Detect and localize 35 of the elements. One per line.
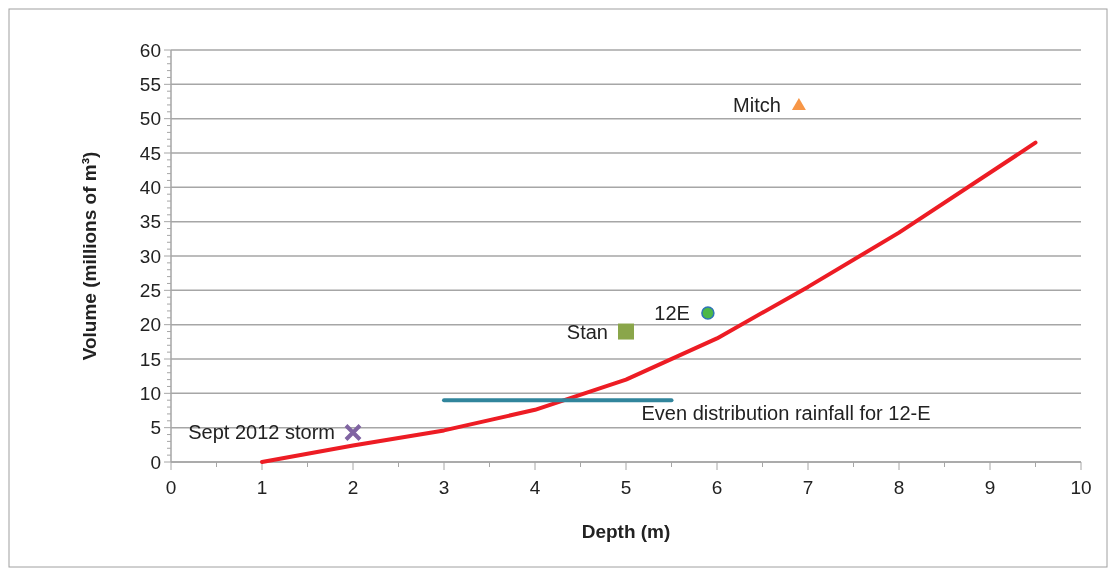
x-tick-label: 4 — [529, 477, 541, 498]
y-tick-label: 50 — [139, 108, 161, 130]
x-tick-label: 6 — [711, 477, 723, 498]
y-tick-label: 40 — [139, 176, 161, 198]
x-tick-label: 7 — [802, 477, 814, 498]
series-label: Even distribution rainfall for 12-E — [641, 402, 931, 425]
y-tick-label: 60 — [139, 39, 161, 61]
series-label: Mitch — [733, 93, 781, 116]
y-tick-label: 20 — [139, 314, 161, 336]
y-tick-label: 30 — [139, 245, 161, 267]
y-tick-label: 25 — [139, 279, 161, 301]
point — [791, 97, 806, 110]
x-tick-label: 3 — [438, 477, 450, 498]
y-tick-label: 0 — [150, 451, 161, 473]
series-label: Sept 2012 storm — [188, 421, 335, 444]
y-tick-label: 10 — [139, 382, 161, 404]
y-tick-label: 55 — [139, 73, 161, 95]
point — [344, 423, 362, 442]
x-axis-title: Depth (m) — [581, 521, 671, 542]
x-tick-label: 10 — [1070, 477, 1092, 498]
x-tick-label: 8 — [893, 477, 905, 498]
x-tick-label: 2 — [347, 477, 359, 498]
x-tick-label: 9 — [984, 477, 996, 498]
y-tick-label: 5 — [150, 417, 161, 439]
y-tick-label: 35 — [139, 211, 161, 233]
x-tick-label: 5 — [620, 477, 632, 498]
series-label: Stan — [566, 320, 608, 343]
point — [618, 323, 634, 340]
y-tick-label: 45 — [139, 142, 161, 164]
x-tick-label: 0 — [165, 477, 177, 498]
series-label: 12E — [654, 301, 690, 324]
point — [701, 306, 715, 320]
x-tick-label: 1 — [256, 477, 268, 498]
y-tick-label: 15 — [139, 348, 161, 370]
y-axis-title: Volume (millions of m³) — [79, 151, 100, 361]
